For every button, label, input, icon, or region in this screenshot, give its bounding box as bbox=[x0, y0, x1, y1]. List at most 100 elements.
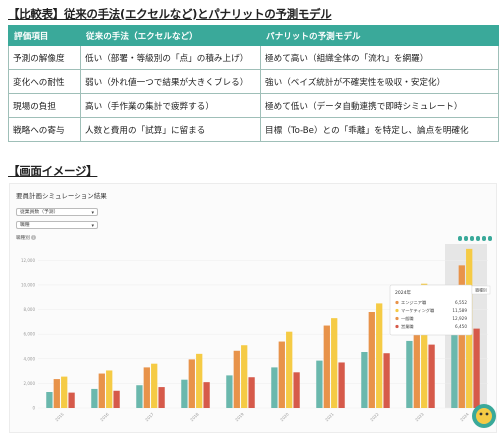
comparison-table: 評価項目 従来の手法（エクセルなど） パナリットの予測モデル 予測の解像度 低い… bbox=[8, 25, 499, 142]
tooltip-value: 6,552 bbox=[455, 300, 467, 305]
metric-select[interactable]: 従業員数（予測） ▾ bbox=[16, 208, 98, 216]
table-header: パナリットの予測モデル bbox=[260, 25, 499, 46]
bar bbox=[383, 353, 390, 408]
tooltip-value: 6,450 bbox=[455, 324, 467, 329]
table-cell: 極めて低い（データ自動連携で即時シミュレート） bbox=[260, 93, 499, 118]
bar bbox=[46, 392, 53, 408]
menu-icon[interactable] bbox=[487, 236, 492, 241]
bar bbox=[376, 303, 383, 408]
bar bbox=[203, 382, 210, 408]
table-cell: 低い（部署・等級別の「点」の積み上げ） bbox=[80, 45, 261, 70]
hover-chip bbox=[471, 285, 491, 295]
y-tick-label: 8,000 bbox=[24, 307, 36, 312]
y-axis-label: 職種別 i bbox=[16, 235, 37, 241]
table-header: 評価項目 bbox=[8, 25, 81, 46]
dimension-select[interactable]: 職種 ▾ bbox=[16, 221, 98, 229]
metric-select-value: 従業員数（予測） bbox=[20, 210, 59, 215]
table-cell: 現場の負担 bbox=[8, 93, 81, 118]
app-screenshot: 要員計画シミュレーション結果 従業員数（予測） ▾ 職種 ▾ 職種別 i 12,00… bbox=[9, 183, 497, 433]
bar bbox=[248, 377, 255, 408]
bar bbox=[98, 373, 105, 408]
bar bbox=[428, 344, 435, 408]
zoom-in-icon[interactable] bbox=[457, 236, 462, 241]
tooltip-box bbox=[389, 284, 473, 336]
x-tick-label: 2023 bbox=[414, 411, 425, 422]
tooltip-label: エンジニア職 bbox=[401, 299, 427, 306]
bar bbox=[61, 376, 68, 408]
table-row: 現場の負担 高い（手作業の集計で疲弊する） 極めて低い（データ自動連携で即時シミ… bbox=[8, 93, 499, 118]
bar bbox=[361, 352, 368, 408]
y-tick-label: 6,000 bbox=[24, 332, 36, 337]
x-tick-label: 2024 bbox=[459, 411, 470, 422]
table-cell: 高い（手作業の集計で疲弊する） bbox=[80, 93, 261, 118]
screen-image-title: 【画面イメージ】 bbox=[8, 164, 98, 178]
info-icon: i bbox=[31, 235, 37, 240]
y-axis-label-text: 職種別 bbox=[16, 236, 30, 241]
bar bbox=[151, 363, 158, 408]
bar bbox=[331, 318, 338, 408]
chart-toolbar bbox=[457, 236, 492, 241]
tooltip-dot bbox=[395, 300, 399, 305]
bar bbox=[113, 390, 120, 408]
tooltip-label: 営業職 bbox=[401, 323, 414, 330]
table-cell: 極めて高い（組織全体の「流れ」を網羅） bbox=[260, 45, 499, 70]
tooltip-title: 2024年 bbox=[395, 289, 411, 296]
x-tick-label: 2019 bbox=[234, 411, 245, 422]
screenshot-title: 要員計画シミュレーション結果 bbox=[16, 192, 107, 200]
table-cell: 予測の解像度 bbox=[8, 45, 81, 70]
bar bbox=[106, 370, 113, 408]
bar bbox=[286, 331, 293, 408]
bar-chart: 12,000 10,000 8,000 6,000 4,000 2,000 0 2015 201… bbox=[21, 244, 496, 428]
bar bbox=[421, 283, 428, 408]
bar bbox=[188, 359, 195, 408]
x-tick-label: 2017 bbox=[144, 411, 155, 422]
y-tick-label: 0 bbox=[32, 406, 35, 411]
bar bbox=[338, 362, 345, 408]
bar bbox=[233, 350, 240, 408]
bar bbox=[68, 392, 75, 408]
bar bbox=[91, 388, 98, 408]
bar bbox=[158, 387, 165, 408]
table-row: 戦略への寄与 人数と費用の「試算」に留まる 目標（To-Be）との「乖離」を特定… bbox=[8, 117, 499, 142]
bar bbox=[413, 297, 420, 408]
bar bbox=[278, 341, 285, 408]
table-cell: 戦略への寄与 bbox=[8, 117, 81, 142]
bar bbox=[181, 379, 188, 408]
x-tick-label: 2016 bbox=[99, 411, 110, 422]
table-row: 予測の解像度 低い（部署・等級別の「点」の積み上げ） 極めて高い（組織全体の「流… bbox=[8, 45, 499, 70]
y-tick-label: 10,000 bbox=[21, 282, 35, 287]
zoom-out-icon[interactable] bbox=[463, 236, 468, 241]
table-cell: 弱い（外れ値一つで結果が大きくブレる） bbox=[80, 69, 261, 94]
bar bbox=[406, 340, 413, 408]
bar bbox=[196, 353, 203, 408]
download-icon[interactable] bbox=[481, 236, 486, 241]
tooltip-label: マーケティング職 bbox=[401, 307, 435, 314]
table-cell: 人数と費用の「試算」に留まる bbox=[80, 117, 261, 142]
table-cell: 変化への耐性 bbox=[8, 69, 81, 94]
bar bbox=[136, 385, 143, 408]
x-tick-label: 2021 bbox=[324, 411, 335, 422]
bar bbox=[368, 312, 375, 408]
bar bbox=[451, 327, 458, 408]
pan-icon[interactable] bbox=[469, 236, 474, 241]
x-tick-label: 2018 bbox=[189, 411, 200, 422]
dimension-select-value: 職種 bbox=[20, 223, 30, 228]
bar bbox=[53, 379, 60, 408]
table-cell: 強い（ベイズ統計が不確実性を吸収・安定化） bbox=[260, 69, 499, 94]
tooltip-dot bbox=[395, 316, 399, 321]
table-header: 従来の手法（エクセルなど） bbox=[80, 25, 261, 46]
hover-chip-label: 職種別 bbox=[475, 288, 487, 293]
mascot-icon bbox=[472, 404, 496, 428]
tooltip-value: 11,589 bbox=[452, 308, 467, 313]
table-cell: 目標（To-Be）との「乖離」を特定し、論点を明確化 bbox=[260, 117, 499, 142]
bar bbox=[293, 372, 300, 408]
bar bbox=[323, 325, 330, 408]
x-tick-label: 2022 bbox=[369, 411, 380, 422]
y-tick-label: 2,000 bbox=[24, 381, 36, 386]
bar bbox=[316, 360, 323, 408]
y-tick-label: 4,000 bbox=[24, 356, 36, 361]
chevron-down-icon: ▾ bbox=[91, 223, 94, 229]
x-tick-label: 2020 bbox=[279, 411, 290, 422]
reset-icon[interactable] bbox=[475, 236, 480, 241]
bar bbox=[473, 328, 480, 408]
